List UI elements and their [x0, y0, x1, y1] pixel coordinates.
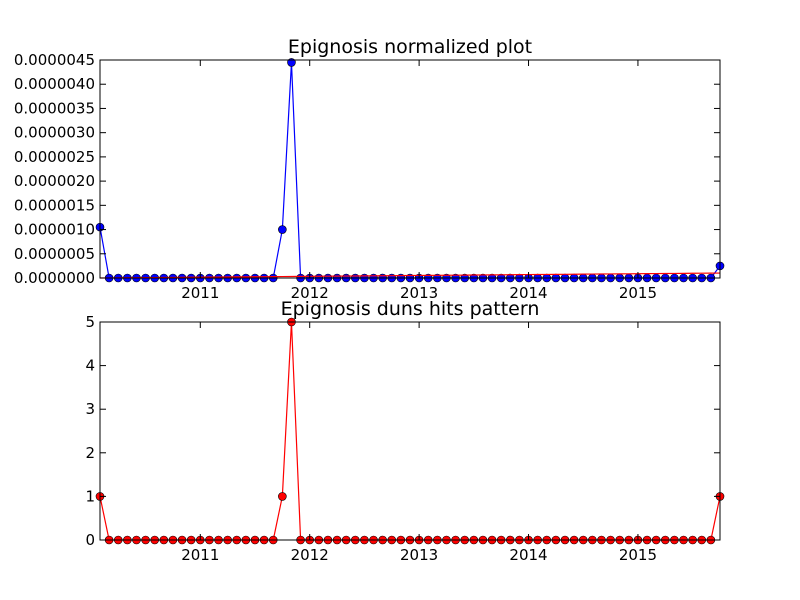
- x-tick-label: 2013: [400, 284, 438, 302]
- x-tick-label: 2011: [181, 284, 219, 302]
- axis-ticks: 0 1 2 3 4 5 2011 2012 2013 2014 2015: [85, 313, 720, 564]
- y-tick-label: 1: [85, 487, 95, 505]
- y-tick-label: 0.0000015: [14, 196, 95, 214]
- axis-ticks: 0.0000000 0.0000005 0.0000010 0.0000015 0.00…: [14, 51, 720, 302]
- chart-title: Epignosis normalized plot: [288, 36, 532, 58]
- y-tick-label: 0.0000000: [14, 269, 95, 287]
- axes-frame: [99, 59, 721, 279]
- y-tick-label: 0.0000040: [14, 75, 95, 93]
- y-tick-label: 0.0000005: [14, 245, 95, 263]
- y-tick-label: 3: [85, 400, 95, 418]
- chart-normalized-plot: Epignosis normalized plot 0.00000000.000…: [14, 36, 725, 302]
- y-tick-label: 0.0000010: [14, 221, 95, 239]
- y-tick-label: 4: [85, 357, 95, 375]
- chart-title: Epignosis duns hits pattern: [281, 298, 540, 320]
- x-tick-label: 2014: [509, 284, 547, 302]
- x-tick-label: 2015: [619, 284, 657, 302]
- axes-frame: [99, 321, 721, 541]
- x-tick-label: 2014: [509, 546, 547, 564]
- x-tick-label: 2015: [619, 546, 657, 564]
- chart-duns-hits-pattern: Epignosis duns hits pattern 0 1 2 3 4 5 2011 20…: [85, 298, 725, 564]
- y-tick-label: 0.0000045: [14, 51, 95, 69]
- y-tick-label: 0.0000020: [14, 172, 95, 190]
- series-line: [99, 272, 721, 279]
- x-tick-label: 2012: [291, 546, 329, 564]
- y-tick-label: 0.0000035: [14, 99, 95, 117]
- x-tick-label: 2011: [181, 546, 219, 564]
- y-tick-label: 0.0000030: [14, 124, 95, 142]
- data-point: [278, 492, 287, 501]
- x-tick-label: 2013: [400, 546, 438, 564]
- y-tick-label: 0.0000025: [14, 148, 95, 166]
- data-point: [278, 225, 287, 234]
- x-tick-label: 2012: [291, 284, 329, 302]
- y-tick-label: 2: [85, 444, 95, 462]
- y-tick-label: 5: [85, 313, 95, 331]
- y-tick-label: 0: [85, 531, 95, 549]
